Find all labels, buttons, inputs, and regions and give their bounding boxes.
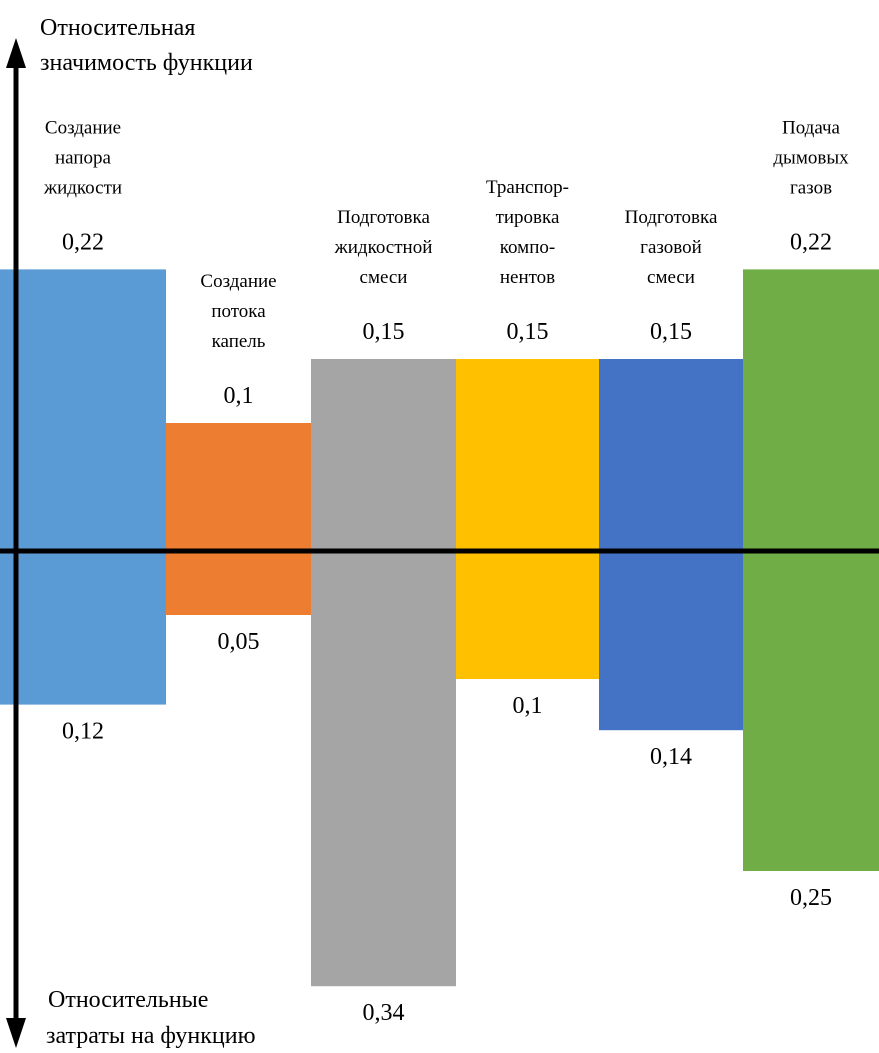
- arrow-up-icon: [6, 38, 26, 68]
- arrow-down-icon: [6, 1018, 26, 1048]
- significance-bar: [166, 423, 311, 551]
- category-label: Транспор-: [486, 177, 569, 198]
- significance-bars: [0, 269, 879, 551]
- value-labels: 0,22 0,12 0,1 0,05 0,15 0,34 0,15 0,1 0,15 0,14 0,…: [62, 229, 832, 1026]
- category-label: смеси: [647, 267, 695, 288]
- significance-value-label: 0,15: [650, 319, 692, 345]
- category-label: напора: [55, 147, 112, 168]
- category-label: Подготовка: [337, 207, 430, 228]
- category-label: тировка: [496, 207, 560, 228]
- category-label: Создание: [45, 117, 121, 138]
- significance-value-label: 0,15: [507, 319, 549, 345]
- cost-value-label: 0,05: [218, 629, 260, 655]
- bottom-axis-label-line-1: Относительные: [48, 987, 208, 1013]
- cost-bar: [166, 551, 311, 615]
- cost-bar: [599, 551, 743, 731]
- category-label: Подготовка: [625, 207, 718, 228]
- category-labels: Создание напора жидкости Создание потока капе…: [43, 117, 849, 352]
- cost-bar: [743, 551, 879, 871]
- category-label: газов: [790, 177, 832, 198]
- top-axis-label-line-1: Относительная: [40, 15, 195, 41]
- cost-value-label: 0,1: [513, 693, 543, 719]
- bottom-axis-label-line-2: затраты на функцию: [46, 1023, 256, 1049]
- cost-bar: [311, 551, 456, 987]
- cost-bars: [0, 551, 879, 987]
- cost-value-label: 0,25: [790, 885, 832, 911]
- significance-bar: [0, 269, 166, 551]
- significance-bar: [599, 359, 743, 551]
- category-label: Создание: [200, 271, 276, 292]
- category-label: жидкостной: [334, 237, 433, 258]
- category-label: газовой: [640, 237, 702, 258]
- cost-value-label: 0,12: [62, 719, 104, 745]
- cost-bar: [0, 551, 166, 705]
- significance-value-label: 0,22: [62, 229, 104, 255]
- cost-value-label: 0,14: [650, 744, 692, 770]
- significance-value-label: 0,1: [224, 383, 254, 409]
- category-label: капель: [212, 331, 266, 352]
- significance-bar: [456, 359, 599, 551]
- category-label: нентов: [500, 267, 555, 288]
- category-label: жидкости: [43, 177, 122, 198]
- significance-value-label: 0,15: [363, 319, 405, 345]
- category-label: компо-: [500, 237, 555, 258]
- category-label: Подача: [782, 117, 841, 138]
- category-label: дымовых: [773, 147, 849, 168]
- cost-bar: [456, 551, 599, 679]
- significance-bar: [743, 269, 879, 551]
- significance-bar: [311, 359, 456, 551]
- significance-value-label: 0,22: [790, 229, 832, 255]
- category-label: смеси: [360, 267, 408, 288]
- category-label: потока: [211, 301, 266, 322]
- top-axis-label-line-2: значимость функции: [40, 50, 253, 76]
- cost-value-label: 0,34: [363, 1000, 405, 1026]
